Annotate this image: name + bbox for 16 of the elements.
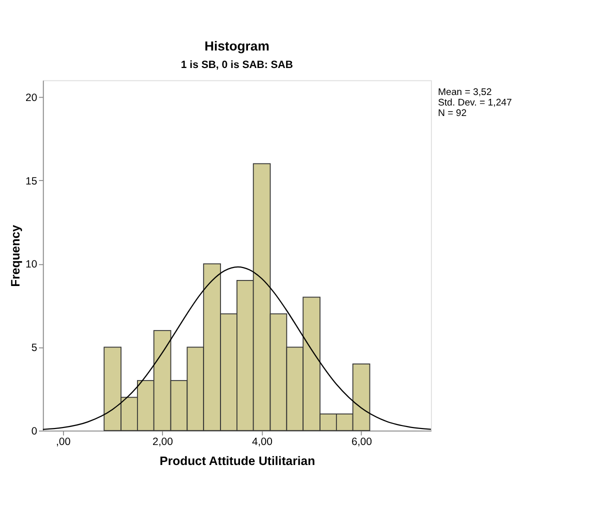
y-tick-label: 5	[31, 342, 38, 354]
text: Mean = 3,52	[438, 87, 492, 98]
y-tick-label: 10	[26, 258, 38, 271]
x-tick-label: ,00	[56, 436, 71, 448]
x-tick-label: 2,00	[152, 436, 174, 448]
text: N = 92	[438, 108, 467, 120]
y-tick-label: 15	[26, 175, 38, 188]
x-axis-title: Product Attitude Utilitarian	[160, 454, 316, 468]
x-tick-label: 4,00	[252, 436, 273, 448]
y-axis-title: Frequency	[8, 224, 22, 287]
text: Std. Dev. = 1,247	[438, 98, 512, 109]
y-tick-label: 20	[26, 92, 38, 104]
chart-title: Histogram	[204, 38, 270, 54]
y-tick-label: 0	[31, 426, 38, 438]
chart-subtitle: 1 is SB, 0 is SAB: SAB	[180, 58, 294, 71]
x-tick-label: 6,00	[352, 436, 372, 448]
